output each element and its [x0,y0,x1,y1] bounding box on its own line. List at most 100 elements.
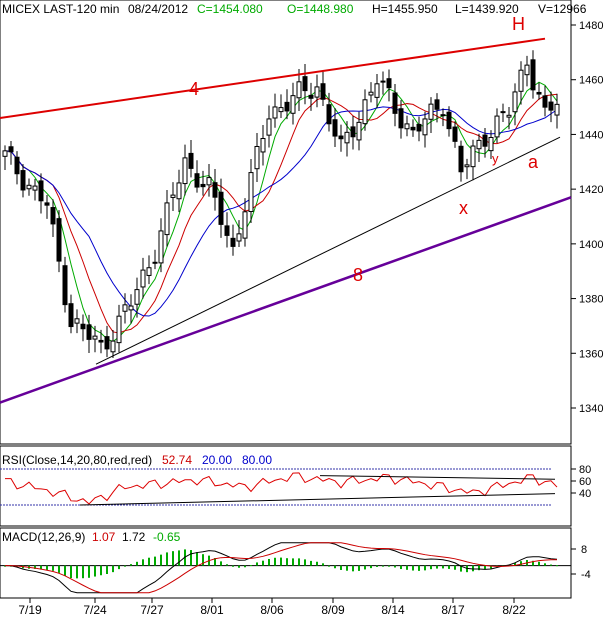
macd-histogram-bar [520,561,522,566]
candle-body [146,267,152,276]
candle-body [182,157,188,185]
annotation-4: 4 [189,79,199,99]
macd-histogram-bar [274,557,276,566]
xtick-label: 7/27 [140,603,164,617]
header-volume: V=12966 [538,2,587,16]
candle-body [158,230,164,264]
candle-body [494,115,500,138]
candle-body [164,202,170,236]
macd-title: MACD(12,26,9) [2,530,85,544]
xtick-label: 8/06 [260,603,284,617]
macd-histogram-bar [202,554,204,566]
candle-body [350,126,356,138]
candle-body [254,145,260,170]
macd-histogram-bar [448,565,450,569]
candle-body [500,111,506,114]
candle-body [260,138,266,153]
candle-body [86,324,92,340]
candle-body [26,184,32,190]
rsi-line [5,472,558,505]
xtick-label: 8/17 [441,603,465,617]
candle-body [32,185,38,191]
candle-body [458,145,464,173]
xtick-label: 7/19 [18,603,42,617]
macd-histogram-bar [238,565,240,568]
macd-histogram-bar [142,559,144,566]
price-ytick-label: 1420 [579,184,603,196]
candle-body [194,173,200,188]
candle-body [452,126,458,142]
macd-ytick-label: -4 [581,569,591,581]
macd-histogram-bar [220,561,222,566]
macd-histogram-bar [112,565,114,573]
candle-body [410,126,416,131]
macd-histogram-bar [172,551,174,566]
candle-body [272,106,278,119]
candle-body [488,136,494,152]
channel-trendline [95,136,561,365]
macd-histogram-bar [514,563,516,566]
macd-pane: 8 -4 [0,542,591,594]
annotation-8: 8 [353,265,363,285]
rsi-resistance-trendline [319,475,556,480]
macd-histogram-bar [136,561,138,566]
macd-histogram-bar [460,565,462,572]
candle-body [554,103,560,116]
macd-histogram-bar [418,565,420,571]
macd-histogram-bar [34,565,36,569]
candle-body [98,339,104,343]
rsi-ytick-label: 80 [579,464,591,476]
macd-histogram-bar [70,565,72,579]
price-ytick-label: 1340 [579,403,603,415]
candle-body [368,91,374,96]
rsi-title: RSI(Close,14,20,80,red,red) [2,453,152,467]
candle-body [170,194,176,198]
macd-pane-frame [0,527,572,599]
x-axis: 7/19 7/24 7/27 8/01 8/06 8/09 8/14 8/17 8/22 [18,598,526,617]
rsi-support-trendline [79,493,556,506]
candle-body [20,170,26,191]
candle-body [392,92,398,114]
candle-body [530,59,536,91]
macd-histogram-bar [292,558,294,566]
candle-body [416,123,422,132]
resistance-trendline [0,37,546,120]
macd-hist-value: -0.65 [153,530,181,544]
candle-body [548,101,554,111]
macd-histogram-bar [322,563,324,566]
candle-body [362,99,368,125]
candle-body [524,64,530,76]
macd-histogram-bar [268,558,270,566]
macd-histogram-bar [76,565,78,579]
xtick-label: 8/14 [381,603,405,617]
macd-histogram-bar [64,565,66,576]
candle-body [422,118,428,136]
candle-body [122,304,128,312]
candle-body [62,265,68,306]
macd-histogram-bar [262,560,264,566]
candle-body [356,121,362,141]
candle-body [50,207,56,225]
candle-body [248,172,254,213]
candle-body [386,78,392,89]
candle-body [398,108,404,129]
header-close: C=1454.080 [197,2,263,16]
price-pane: 1480 1460 1440 1420 1400 1380 1360 1340 [0,20,603,415]
macd-histogram-bar [94,565,96,577]
price-pane-frame [0,0,572,445]
candle-body [284,101,290,112]
macd-histogram-bar [40,565,42,570]
candle-body [92,335,98,340]
macd-histogram-bar [382,565,384,567]
price-ytick-label: 1440 [579,129,603,141]
candle-body [266,118,272,136]
macd-histogram-bar [226,564,228,566]
macd-histogram-bar [160,554,162,566]
candle-body [506,114,512,118]
candle-body [404,123,410,130]
macd-histogram-bar [130,564,132,566]
macd-histogram-bar [166,552,168,566]
macd-histogram-bar [124,565,126,567]
candle-body [476,139,482,150]
